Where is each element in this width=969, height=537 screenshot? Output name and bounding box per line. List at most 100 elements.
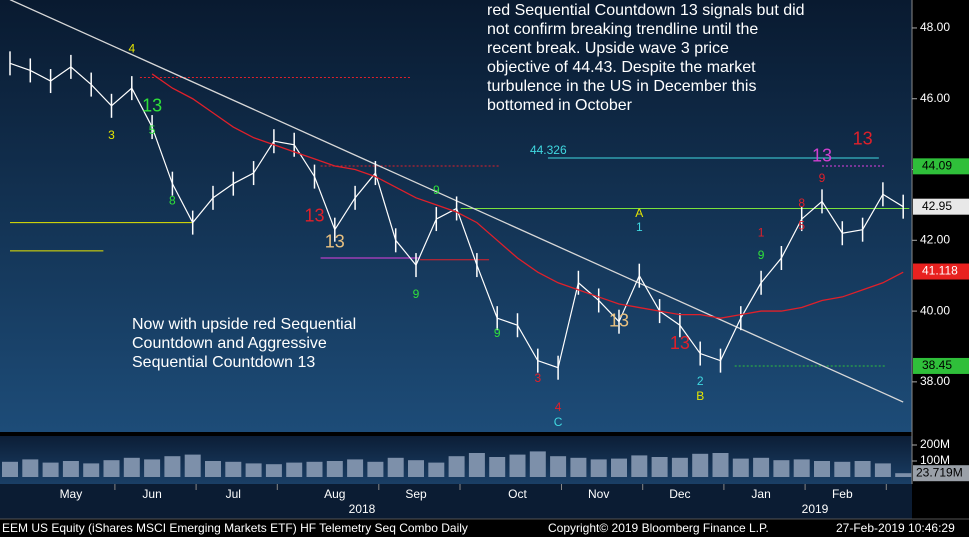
volume-bar [631, 455, 648, 477]
signal-label: 9 [413, 287, 420, 301]
signal-label: 13 [304, 206, 324, 226]
price-tag [913, 158, 969, 175]
signal-label: 2 [697, 374, 704, 388]
price-tag-label: 44.09 [922, 159, 952, 173]
x-tick-label: Feb [832, 487, 853, 501]
signal-label: 4 [128, 41, 135, 55]
volume-bar [144, 459, 161, 477]
volume-bar [245, 463, 262, 477]
volume-bar [123, 457, 140, 477]
volume-bar [428, 462, 445, 477]
price-tag [913, 357, 969, 374]
x-tick-label: Oct [508, 487, 527, 501]
volume-bar [834, 461, 851, 477]
x-tick-label: Dec [669, 487, 690, 501]
x-tick-label: Jul [226, 487, 241, 501]
volume-bar [692, 453, 709, 477]
y-tick-label: 42.00 [920, 232, 950, 246]
signal-label: 13 [812, 146, 832, 166]
price-tag-label: 38.45 [922, 358, 952, 372]
x-tick-label: Jan [751, 487, 770, 501]
volume-bar [387, 457, 404, 477]
volume-bar [367, 461, 384, 477]
volume-bar [753, 457, 770, 477]
volume-bar [103, 460, 120, 477]
x-tick-label: Jun [142, 487, 161, 501]
volume-bar [225, 461, 242, 477]
annotation: Countdown and Aggressive [132, 335, 327, 352]
signal-label: 1 [758, 225, 765, 239]
signal-label: 5 [149, 123, 156, 137]
volume-bar [205, 461, 221, 477]
signal-label: 4 [555, 400, 562, 414]
volume-bar [448, 456, 465, 477]
volume-bar [712, 453, 729, 477]
volume-bar [509, 454, 526, 477]
volume-bar [22, 459, 39, 477]
signal-label: 8 [169, 194, 176, 208]
volume-tag [913, 465, 969, 482]
signal-label: A [635, 206, 643, 220]
level-label: 44.326 [530, 143, 567, 157]
price-tag [913, 198, 969, 215]
signal-label: 13 [142, 96, 162, 116]
volume-bar [814, 461, 830, 477]
volume-bar [570, 457, 587, 477]
volume-bar [671, 457, 688, 477]
price-tag [913, 263, 969, 280]
moving-average [151, 73, 904, 319]
y-tick-label: 40.00 [920, 303, 950, 317]
price-tag-label: 42.95 [922, 199, 952, 213]
volume-bar [326, 461, 343, 477]
year-label: 2018 [349, 502, 376, 516]
signal-label: 8 [798, 196, 805, 210]
signal-label: 13 [325, 232, 345, 252]
volume-tag-label: 23.719M [916, 465, 963, 479]
volume-bar [732, 458, 749, 477]
signal-label: 9 [819, 171, 826, 185]
year-label: 2019 [802, 502, 829, 516]
signal-label: 1 [636, 220, 643, 234]
volume-bar [529, 451, 546, 477]
annotation: objective of 44.43. Despite the market [487, 59, 756, 76]
volume-bar [164, 456, 181, 477]
volume-tick-label: 200M [920, 437, 950, 451]
volume-bar [184, 454, 201, 477]
signal-label: 3 [534, 371, 541, 385]
signal-label: 13 [853, 129, 873, 149]
footer-right: 27-Feb-2019 10:46:29 [836, 521, 955, 535]
annotation: Now with upside red Sequential [132, 316, 356, 333]
y-tick-label: 46.00 [920, 91, 950, 105]
annotation: Sequential Countdown 13 [132, 354, 315, 371]
x-tick-label: Aug [324, 487, 345, 501]
signal-label: 9 [758, 248, 765, 262]
signal-label: 9 [494, 326, 501, 340]
volume-bar [265, 464, 282, 477]
signal-label: C [554, 415, 563, 429]
volume-bar [874, 463, 891, 477]
footer-center: Copyright© 2019 Bloomberg Finance L.P. [548, 521, 769, 535]
y-tick-label: 38.00 [920, 374, 950, 388]
volume-bar [468, 453, 485, 477]
x-axis-band [0, 484, 912, 519]
x-tick-label: Sep [405, 487, 427, 501]
annotation: red Sequential Countdown 13 signals but … [487, 2, 805, 19]
volume-bar [550, 456, 567, 477]
annotation: bottomed in October [487, 97, 633, 114]
volume-bar [408, 460, 424, 477]
signal-label: 3 [108, 128, 115, 142]
volume-bar [489, 457, 506, 477]
volume-bar [793, 459, 810, 477]
volume-bar [347, 459, 364, 477]
signal-label: B [696, 389, 704, 403]
footer-left: EEM US Equity (iShares MSCI Emerging Mar… [2, 521, 468, 535]
x-tick-label: May [60, 487, 83, 501]
signal-label: 13 [609, 310, 629, 330]
signal-label: 13 [670, 333, 690, 353]
volume-bar [306, 461, 323, 477]
volume-bar [83, 463, 100, 477]
volume-bar [2, 461, 18, 477]
volume-bar [854, 461, 871, 477]
volume-bar [895, 473, 912, 477]
volume-bar [590, 459, 607, 477]
